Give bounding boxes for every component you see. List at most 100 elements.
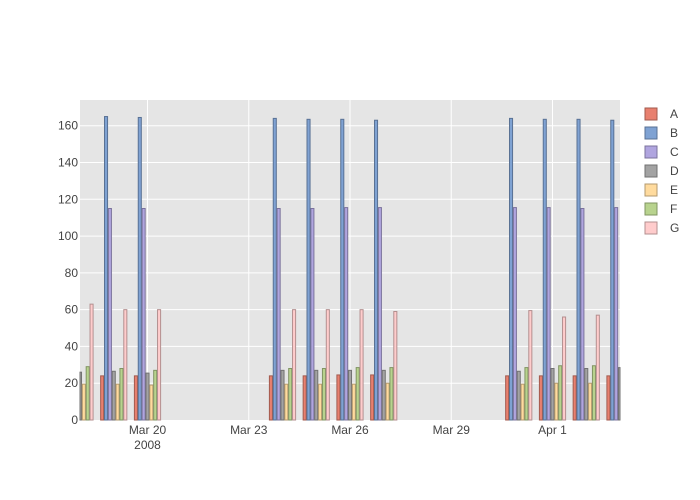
bar-g [157, 309, 162, 421]
bar-g [359, 309, 364, 421]
bar-b [306, 118, 311, 421]
bar-c [276, 208, 281, 421]
legend-item-c[interactable]: C [644, 145, 679, 159]
bar-e [284, 383, 289, 421]
x-tick-label: Apr 1 [538, 423, 567, 437]
legend-swatch [644, 221, 658, 235]
bar-c [580, 208, 585, 421]
bar-f [153, 369, 158, 421]
bar-e [554, 382, 559, 421]
bar-f [389, 367, 394, 421]
legend-item-b[interactable]: B [644, 126, 678, 140]
bar-b [542, 118, 547, 421]
bar-e [115, 383, 120, 421]
bar-a [572, 375, 577, 421]
bar-d [381, 369, 386, 421]
bar-g [562, 316, 567, 421]
bar-a [606, 375, 611, 421]
y-axis: 0 20 40 60 80 100 120 140 160 [58, 119, 78, 427]
bar-e [385, 382, 390, 421]
bar-d [617, 367, 621, 421]
y-tick-label: 40 [65, 339, 79, 353]
bar-d [347, 369, 353, 421]
legend-label: C [670, 145, 679, 159]
bar-e [318, 383, 323, 421]
legend-swatch [644, 126, 658, 140]
y-tick-label: 160 [58, 119, 78, 133]
bar-f [591, 365, 596, 421]
legend-swatch [644, 145, 658, 159]
bar-a [505, 375, 510, 421]
bar-g [393, 310, 398, 421]
bar-e [588, 382, 593, 421]
bar-b [272, 117, 277, 421]
bar-b [509, 117, 514, 421]
legend-label: F [670, 202, 677, 216]
bar-c [141, 208, 146, 421]
bar-b [104, 116, 109, 421]
bar-e [149, 384, 154, 421]
legend-swatch [644, 202, 658, 216]
bar-c [310, 208, 315, 421]
bar-b [576, 118, 581, 421]
bar-b [610, 119, 615, 421]
y-tick-label: 80 [65, 266, 79, 280]
legend-item-g[interactable]: G [644, 221, 679, 235]
bar-e [520, 383, 525, 421]
legend-label: A [670, 107, 678, 121]
bar-b [137, 116, 142, 421]
bar-c [546, 207, 551, 421]
bar-f [524, 367, 529, 421]
bar-e [81, 383, 86, 421]
bar-e [351, 383, 356, 421]
x-tick-sublabel: 2008 [134, 438, 161, 452]
legend-swatch [644, 107, 658, 121]
y-tick-label: 120 [58, 192, 78, 206]
bar-f [321, 368, 326, 421]
bar-g [89, 303, 94, 421]
grid-lines [80, 100, 620, 420]
legend-label: G [670, 221, 679, 235]
bar-a [268, 375, 273, 421]
bar-a [100, 375, 105, 421]
bar-f [119, 368, 124, 421]
bar-d [111, 370, 116, 421]
bar-d [516, 370, 521, 421]
bar-a [133, 375, 138, 421]
legend-item-d[interactable]: D [644, 164, 679, 178]
legend-label: E [670, 183, 678, 197]
bar-a [538, 375, 543, 421]
bar-c [344, 207, 349, 421]
bar-g [595, 314, 600, 421]
x-tick-label: Mar 29 [433, 423, 471, 437]
y-tick-label: 140 [58, 156, 78, 170]
bar-b [340, 118, 345, 421]
legend-item-a[interactable]: A [644, 107, 678, 121]
bar-d [584, 368, 589, 421]
bar-a [370, 374, 375, 421]
bar-g [325, 309, 330, 421]
legend-label: B [670, 126, 678, 140]
x-tick-label: Mar 26 [331, 423, 369, 437]
bar-b [374, 119, 379, 421]
legend-swatch [644, 183, 658, 197]
bar-d [550, 368, 555, 421]
x-tick-label: Mar 20 [129, 423, 167, 437]
bar-a [302, 375, 307, 421]
legend-label: D [670, 164, 679, 178]
bar-c [512, 207, 517, 421]
legend-swatch [644, 164, 658, 178]
bar-g [528, 310, 533, 421]
bar-f [85, 366, 90, 421]
bar-f [288, 368, 293, 421]
legend-item-f[interactable]: F [644, 202, 677, 216]
bar-d [280, 369, 285, 421]
bar-a [336, 374, 341, 421]
bar-c [614, 207, 619, 421]
legend-item-e[interactable]: E [644, 183, 678, 197]
y-tick-label: 0 [71, 413, 78, 427]
bar-f [558, 365, 563, 421]
